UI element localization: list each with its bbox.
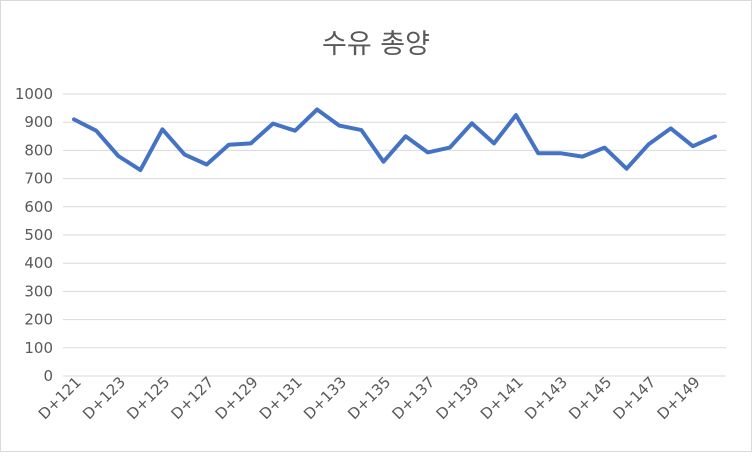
series: [74, 109, 715, 170]
chart-title: 수유 총양: [322, 29, 430, 60]
y-tick-label: 300: [24, 282, 53, 300]
gridlines: [63, 94, 726, 376]
y-axis: 0 100 200 300 400 500 600 700 800 900 1000: [15, 85, 53, 385]
x-tick-label: D+135: [344, 373, 394, 423]
x-tick-label: D+129: [212, 373, 262, 423]
x-tick-label: D+149: [654, 373, 704, 423]
x-tick-label: D+125: [123, 373, 173, 423]
x-tick-label: D+141: [477, 373, 527, 423]
x-axis: D+121D+123D+125D+127D+129D+131D+133D+135…: [35, 373, 704, 423]
y-tick-label: 0: [43, 367, 53, 385]
y-tick-label: 800: [24, 141, 53, 159]
y-tick-label: 200: [24, 311, 53, 329]
x-tick-label: D+127: [167, 373, 217, 423]
y-tick-label: 1000: [15, 85, 53, 103]
y-tick-label: 100: [24, 339, 53, 357]
y-tick-label: 400: [24, 254, 53, 272]
x-tick-label: D+139: [433, 373, 483, 423]
x-tick-label: D+137: [388, 373, 438, 423]
y-tick-label: 500: [24, 226, 53, 244]
x-tick-label: D+131: [256, 373, 306, 423]
x-tick-label: D+123: [79, 373, 129, 423]
series-line-0: [74, 110, 715, 171]
x-tick-label: D+147: [609, 373, 659, 423]
y-tick-label: 600: [24, 198, 53, 216]
x-tick-label: D+121: [35, 373, 85, 423]
x-tick-label: D+145: [565, 373, 615, 423]
y-tick-label: 700: [24, 170, 53, 188]
x-tick-label: D+143: [521, 373, 571, 423]
x-tick-label: D+133: [300, 373, 350, 423]
y-tick-label: 900: [24, 113, 53, 131]
